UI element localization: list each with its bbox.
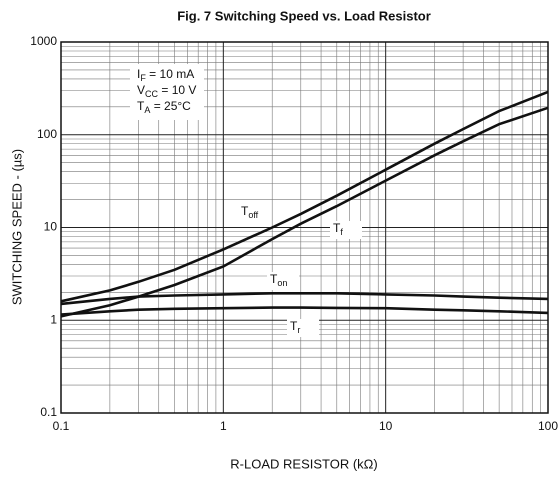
chart-title: Fig. 7 Switching Speed vs. Load Resistor	[177, 8, 431, 23]
y-tick-label: 100	[37, 127, 57, 141]
y-tick-label: 1000	[30, 34, 57, 48]
annotation-box	[130, 64, 204, 120]
series-label: Tr	[290, 319, 300, 335]
x-axis-label: R-LOAD RESISTOR (kΩ)	[230, 456, 377, 471]
annotation: TA = 25°C	[137, 99, 191, 115]
x-tick-label: 1	[220, 419, 227, 433]
x-tick-label: 100	[538, 419, 558, 433]
series-label: Ton	[270, 272, 287, 288]
series-label: Tf	[333, 221, 343, 237]
y-tick-label: 10	[44, 220, 58, 234]
series-line	[60, 292, 549, 306]
series-label: Toff	[241, 204, 259, 220]
series-label-bg	[238, 204, 270, 222]
series-label-bg	[287, 319, 319, 337]
x-tick-label: 0.1	[53, 419, 70, 433]
plot-frame	[60, 41, 549, 414]
x-tick-label: 10	[379, 419, 393, 433]
annotation: IF = 10 mA	[137, 67, 194, 83]
series-line	[60, 306, 549, 316]
annotation: VCC = 10 V	[137, 83, 196, 99]
y-tick-label: 1	[50, 312, 57, 326]
series-label-bg	[267, 272, 299, 290]
series-label-bg	[330, 221, 362, 239]
series-line	[60, 90, 549, 303]
y-axis-label: SWITCHING SPEED - (µs)	[9, 149, 24, 305]
y-tick-label: 0.1	[40, 405, 57, 419]
